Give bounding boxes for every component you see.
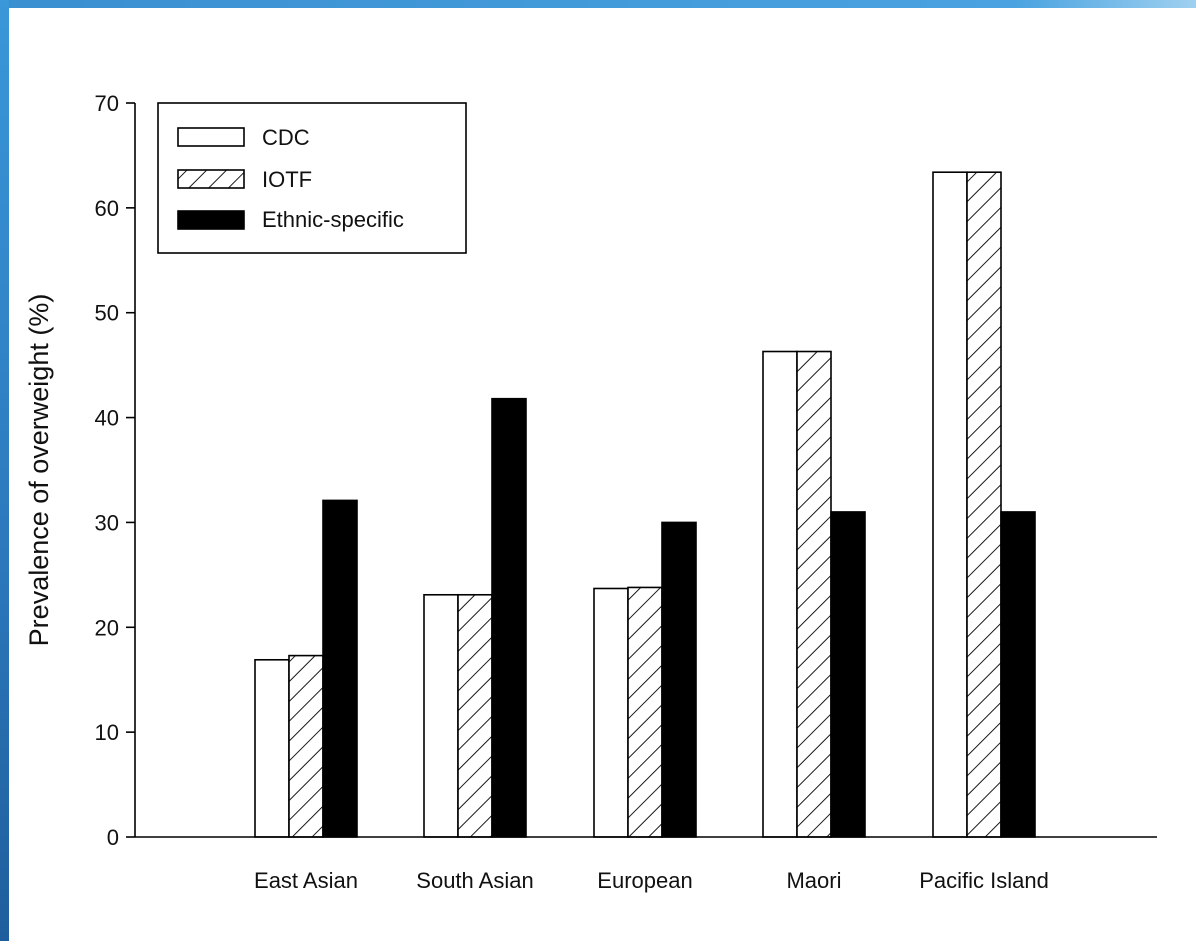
bar-cdc <box>932 171 968 838</box>
bar-cdc <box>593 587 629 838</box>
legend-swatch-iotf <box>177 169 245 189</box>
y-tick-label: 20 <box>95 615 119 640</box>
bar-iotf <box>796 350 832 838</box>
x-category-label: East Asian <box>254 868 358 893</box>
bar-cdc <box>762 350 798 838</box>
x-category-label: South Asian <box>416 868 533 893</box>
bar-ethnic-specific <box>661 521 697 838</box>
y-tick-label: 70 <box>95 91 119 116</box>
x-category-label: Maori <box>786 868 841 893</box>
x-category-label: Pacific Island <box>919 868 1049 893</box>
bar-iotf <box>966 171 1002 838</box>
bar-iotf <box>627 586 663 838</box>
y-tick-label: 10 <box>95 720 119 745</box>
x-category-label: European <box>597 868 692 893</box>
bars <box>254 171 1036 838</box>
y-tick-label: 50 <box>95 301 119 326</box>
y-tick-label: 60 <box>95 196 119 221</box>
legend-label-iotf: IOTF <box>262 167 312 192</box>
y-axis-ticks: 0 10 20 30 40 50 60 70 <box>95 91 135 850</box>
bar-ethnic-specific <box>491 397 527 838</box>
y-tick-label: 40 <box>95 406 119 431</box>
bar-iotf <box>457 593 493 838</box>
bar-cdc <box>254 658 290 838</box>
bar-ethnic-specific <box>1000 511 1036 838</box>
frame-left-border <box>0 0 9 941</box>
bar-cdc <box>423 593 459 838</box>
legend-swatch-cdc <box>177 127 245 147</box>
bar-iotf <box>288 654 324 838</box>
legend-label-cdc: CDC <box>262 125 310 150</box>
x-axis-labels: East Asian South Asian European Maori Pacifi… <box>254 868 1049 893</box>
legend-swatch-ethnic-specific <box>177 210 245 230</box>
frame-top-border <box>0 0 1196 8</box>
y-tick-label: 0 <box>107 825 119 850</box>
y-tick-label: 30 <box>95 510 119 535</box>
legend-label-ethnic-specific: Ethnic-specific <box>262 207 404 232</box>
bar-ethnic-specific <box>322 499 358 838</box>
y-axis-title: Prevalence of overweight (%) <box>24 294 54 647</box>
legend: CDC IOTF Ethnic-specific <box>157 102 467 254</box>
bar-ethnic-specific <box>830 511 866 838</box>
